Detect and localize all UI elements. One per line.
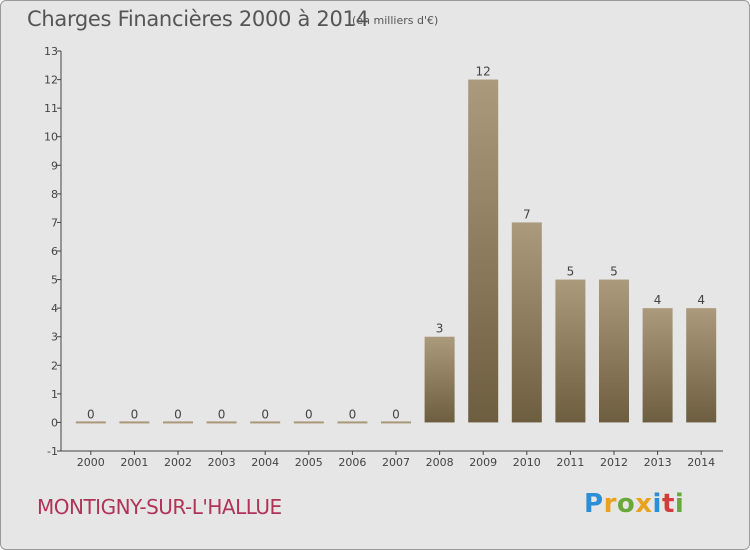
bar xyxy=(75,421,106,424)
y-tick-label: 6 xyxy=(51,245,58,258)
bar xyxy=(337,421,368,424)
x-tick-label: 2011 xyxy=(556,456,584,469)
y-tick-label: 8 xyxy=(51,188,58,201)
data-label: 4 xyxy=(697,293,705,307)
x-tick-label: 2014 xyxy=(687,456,715,469)
logo-letter: x xyxy=(635,489,653,519)
x-tick-label: 2002 xyxy=(164,456,192,469)
logo-letter: o xyxy=(616,489,636,519)
data-label: 0 xyxy=(87,407,95,421)
logo-letter: r xyxy=(603,489,617,519)
data-label: 0 xyxy=(261,407,269,421)
bar xyxy=(293,421,324,424)
bar xyxy=(555,279,586,423)
x-tick-label: 2013 xyxy=(644,456,672,469)
y-tick-label: 4 xyxy=(51,302,58,315)
data-label: 0 xyxy=(349,407,357,421)
bar xyxy=(511,222,542,423)
data-label: 5 xyxy=(567,265,575,279)
data-label: 3 xyxy=(436,322,444,336)
logo-letter: P xyxy=(584,489,604,519)
y-tick-label: 0 xyxy=(51,416,58,429)
x-tick-label: 2012 xyxy=(600,456,628,469)
x-tick-label: 2009 xyxy=(469,456,497,469)
bar xyxy=(206,421,237,424)
y-tick-label: -1 xyxy=(47,445,58,458)
x-tick-label: 2000 xyxy=(77,456,105,469)
x-tick-label: 2004 xyxy=(251,456,279,469)
data-label: 12 xyxy=(476,65,491,79)
commune-name: MONTIGNY-SUR-L'HALLUE xyxy=(37,495,282,519)
x-tick-label: 2010 xyxy=(513,456,541,469)
data-label: 0 xyxy=(392,407,400,421)
x-tick-label: 2001 xyxy=(120,456,148,469)
x-tick-label: 2007 xyxy=(382,456,410,469)
y-tick-label: 9 xyxy=(51,159,58,172)
y-tick-label: 2 xyxy=(51,359,58,372)
chart-bars xyxy=(75,79,717,424)
bar xyxy=(686,308,717,423)
y-tick-label: 1 xyxy=(51,388,58,401)
chart-labels: 2000 0 2001 0 2002 0 2003 0 2004 0 2005 0 2006 0 2007 0… xyxy=(77,65,715,469)
x-tick-label: 2005 xyxy=(295,456,323,469)
y-tick-label: 11 xyxy=(44,102,58,115)
y-tick-label: 13 xyxy=(44,45,58,58)
bar xyxy=(250,421,281,424)
x-tick-label: 2003 xyxy=(208,456,236,469)
y-tick-label: 7 xyxy=(51,216,58,229)
chart-title: Charges Financières 2000 à 2014 xyxy=(27,7,369,31)
bar xyxy=(468,79,499,423)
y-tick-label: 3 xyxy=(51,331,58,344)
x-tick-label: 2006 xyxy=(338,456,366,469)
bar xyxy=(163,421,193,424)
x-tick-label: 2008 xyxy=(426,456,454,469)
bar xyxy=(642,308,673,423)
bar xyxy=(381,421,411,424)
logo-letter: t xyxy=(661,489,675,519)
bar xyxy=(119,421,150,424)
bar xyxy=(599,279,629,423)
data-label: 5 xyxy=(610,265,618,279)
bar xyxy=(424,336,455,423)
logo-letter: i xyxy=(652,489,662,519)
proxiti-logo[interactable]: Proxiti xyxy=(584,489,684,519)
data-label: 0 xyxy=(218,407,226,421)
data-label: 0 xyxy=(305,407,313,421)
unit-note: (en milliers d'€) xyxy=(352,14,439,27)
logo-letter: i xyxy=(674,489,685,519)
y-tick-label: 10 xyxy=(44,131,58,144)
data-label: 0 xyxy=(131,407,139,421)
data-label: 7 xyxy=(523,207,531,221)
y-tick-label: 12 xyxy=(44,74,58,87)
y-tick-label: 5 xyxy=(51,274,58,287)
data-label: 4 xyxy=(654,293,662,307)
data-label: 0 xyxy=(174,407,182,421)
